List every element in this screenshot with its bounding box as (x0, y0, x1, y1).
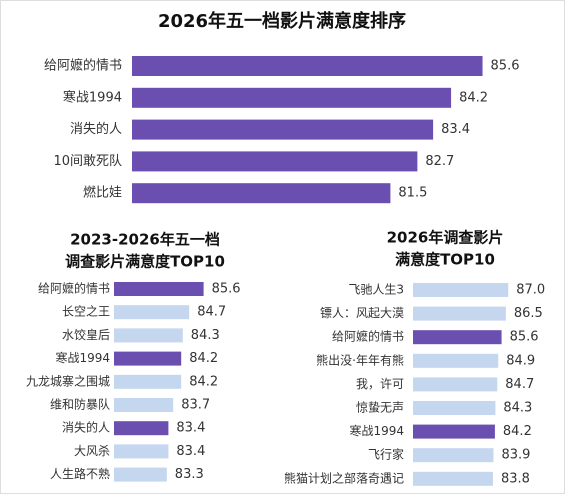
value-label: 84.7 (197, 305, 226, 320)
bar (413, 283, 509, 297)
value-label: 83.8 (501, 471, 530, 486)
bar (114, 351, 182, 366)
value-label: 84.7 (505, 377, 534, 392)
bar (132, 183, 391, 204)
category-label: 水饺皇后 (62, 327, 110, 342)
category-label: 寒战1994 (63, 89, 122, 105)
value-label: 84.2 (503, 424, 532, 439)
bar (114, 467, 167, 482)
value-label: 84.2 (189, 374, 218, 389)
bar (413, 353, 499, 368)
bar (132, 119, 434, 140)
chart-title: 满意度TOP10 (395, 251, 495, 269)
value-label: 83.3 (175, 467, 204, 482)
chart-title: 2026年五一档影片满意度排序 (158, 10, 406, 32)
category-label: 10间敢死队 (53, 154, 122, 169)
category-label: 维和防暴队 (50, 397, 110, 412)
category-label: 惊蛰无声 (356, 400, 404, 415)
value-label: 83.4 (441, 122, 470, 137)
value-label: 85.6 (212, 282, 241, 297)
value-label: 82.7 (425, 154, 454, 169)
bar (114, 305, 190, 320)
bar (413, 471, 493, 486)
value-label: 86.5 (514, 306, 543, 321)
bar (413, 448, 494, 463)
bar (413, 330, 502, 345)
category-label: 镖人：风起大漠 (320, 305, 404, 320)
bar (132, 151, 418, 172)
category-label: 寒战1994 (349, 423, 404, 438)
bar (114, 444, 169, 459)
category-label: 消失的人 (70, 121, 122, 137)
category-label: 消失的人 (62, 420, 110, 435)
bar (132, 56, 483, 76)
bar (413, 377, 498, 392)
bar (114, 421, 169, 436)
bar (413, 424, 495, 439)
value-label: 84.2 (459, 90, 488, 105)
bar (413, 306, 506, 321)
category-label: 人生路不熟 (50, 466, 110, 481)
category-label: 寒战1994 (55, 350, 110, 365)
value-label: 84.2 (189, 351, 218, 366)
value-label: 87.0 (516, 283, 545, 298)
bar (114, 398, 174, 412)
value-label: 83.9 (501, 448, 530, 463)
chart-title: 2023-2026年五一档 (70, 231, 220, 249)
category-label: 我，许可 (356, 377, 404, 391)
category-label: 熊出没·年年有熊 (316, 352, 404, 367)
category-label: 长空之王 (62, 305, 110, 319)
chart-title: 2026年调查影片 (387, 229, 504, 247)
category-label: 九龙城寨之围城 (26, 373, 110, 388)
bar (114, 328, 183, 343)
category-label: 给阿嬷的情书 (44, 58, 122, 74)
value-label: 84.9 (506, 353, 535, 368)
category-label: 飞行家 (368, 447, 404, 462)
value-label: 83.4 (176, 444, 205, 459)
category-label: 熊猫计划之部落奇遇记 (284, 470, 404, 485)
value-label: 85.6 (510, 330, 539, 345)
category-label: 大风杀 (74, 443, 110, 458)
value-label: 85.6 (491, 59, 520, 74)
value-label: 83.7 (181, 398, 210, 413)
category-label: 给阿嬷的情书 (332, 329, 404, 344)
category-label: 飞驰人生3 (348, 283, 404, 297)
bar (114, 374, 182, 389)
value-label: 84.3 (503, 401, 532, 416)
value-label: 83.4 (176, 421, 205, 436)
category-label: 给阿嬷的情书 (38, 281, 110, 296)
bar (114, 282, 204, 296)
category-label: 燃比娃 (83, 185, 122, 201)
value-label: 84.3 (191, 328, 220, 343)
chart-title: 调查影片满意度TOP10 (65, 253, 225, 271)
bar (413, 401, 496, 415)
value-label: 81.5 (398, 186, 427, 201)
bar (132, 87, 452, 108)
